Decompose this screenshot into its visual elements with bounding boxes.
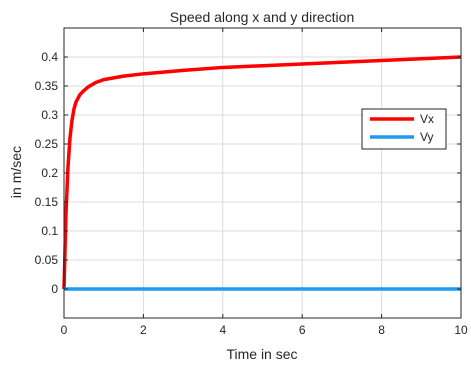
series-group (62, 55, 462, 291)
x-tick-label: 6 (299, 323, 306, 337)
y-tick-label: 0.35 (35, 79, 59, 93)
x-axis-label: Time in sec (226, 346, 297, 362)
y-tick-label: 0.2 (41, 166, 58, 180)
x-tick-label: 10 (454, 323, 468, 337)
x-tick-label: 2 (140, 323, 147, 337)
y-tick-label: 0.15 (35, 195, 59, 209)
y-axis-label: in m/sec (8, 146, 24, 198)
chart-title: Speed along x and y direction (170, 9, 354, 25)
y-tick-label: 0.3 (41, 108, 58, 122)
x-tick-label: 4 (219, 323, 226, 337)
y-tick-label: 0.25 (35, 137, 59, 151)
legend-label-vy: Vy (420, 130, 434, 144)
y-tick-label: 0.05 (35, 253, 59, 267)
y-tick-label: 0.1 (41, 224, 58, 238)
x-tick-label: 0 (61, 323, 68, 337)
y-tick-label: 0 (51, 282, 58, 296)
ticks-group: 0 2 4 6 8 10 0 0.05 0.1 0.15 0.2 0.25 0.3 0.35 0.4 (35, 28, 468, 337)
legend-box (361, 108, 447, 150)
legend-label-vx: Vx (420, 112, 434, 126)
y-tick-label: 0.4 (41, 50, 58, 64)
legend: Vx Vy (361, 108, 447, 150)
x-tick-label: 8 (378, 323, 385, 337)
series-line-vx (62, 55, 462, 290)
